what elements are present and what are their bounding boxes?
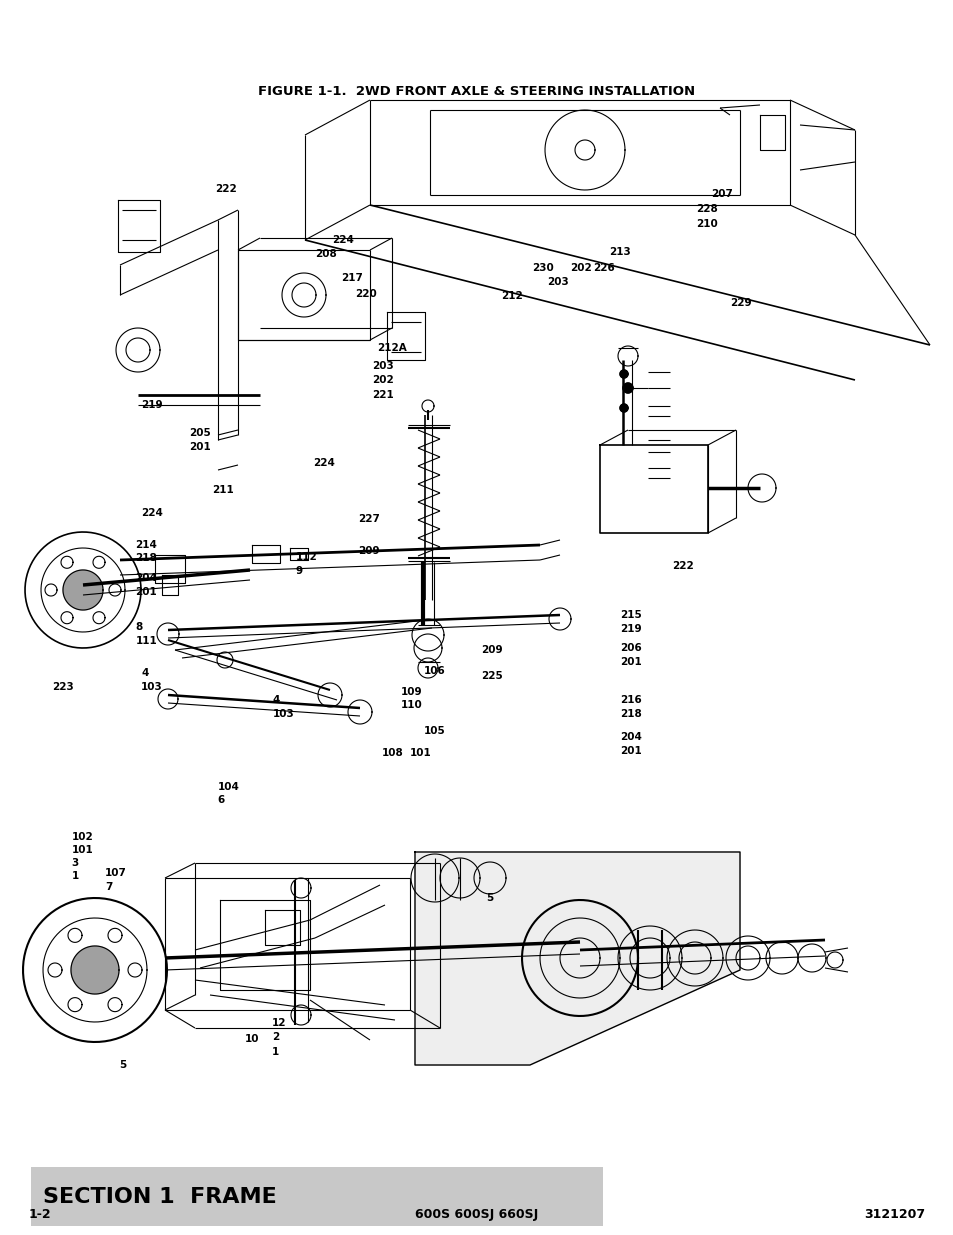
Text: 201: 201 <box>189 442 211 452</box>
Text: 222: 222 <box>214 184 236 194</box>
Text: 216: 216 <box>619 695 641 705</box>
Text: 211: 211 <box>212 485 233 495</box>
Text: 5: 5 <box>486 893 494 903</box>
Text: 201: 201 <box>135 587 157 597</box>
Text: 201: 201 <box>619 657 641 667</box>
Text: 204: 204 <box>135 573 157 583</box>
Text: 203: 203 <box>372 361 394 370</box>
Text: 6: 6 <box>217 795 225 805</box>
Text: 3: 3 <box>71 858 79 868</box>
Polygon shape <box>63 571 103 610</box>
Text: 224: 224 <box>141 508 163 517</box>
Text: 213: 213 <box>608 247 630 257</box>
Text: 3121207: 3121207 <box>863 1208 924 1220</box>
Text: 101: 101 <box>71 845 93 855</box>
Text: 5: 5 <box>119 1060 127 1070</box>
Text: 224: 224 <box>332 235 354 245</box>
Text: 2: 2 <box>272 1032 279 1042</box>
Text: 209: 209 <box>480 645 502 655</box>
Text: 111: 111 <box>135 636 157 646</box>
Bar <box>30 1167 602 1226</box>
Text: 222: 222 <box>672 561 694 571</box>
Text: 106: 106 <box>423 666 445 676</box>
Text: 214: 214 <box>135 540 157 550</box>
Text: 215: 215 <box>619 610 641 620</box>
Text: 101: 101 <box>410 748 432 758</box>
Text: 201: 201 <box>619 746 641 756</box>
Text: 212A: 212A <box>376 343 406 353</box>
Text: FIGURE 1-1.  2WD FRONT AXLE & STEERING INSTALLATION: FIGURE 1-1. 2WD FRONT AXLE & STEERING IN… <box>258 85 695 98</box>
Text: 1-2: 1-2 <box>29 1208 51 1220</box>
Text: 4: 4 <box>141 668 149 678</box>
Text: 227: 227 <box>357 514 379 524</box>
Text: 229: 229 <box>729 298 751 308</box>
Text: 109: 109 <box>400 687 422 697</box>
Text: 224: 224 <box>313 458 335 468</box>
Polygon shape <box>575 140 595 161</box>
Polygon shape <box>622 383 633 393</box>
Text: 205: 205 <box>189 429 211 438</box>
Text: 219: 219 <box>141 400 163 410</box>
Text: 12: 12 <box>272 1018 286 1028</box>
Text: 218: 218 <box>619 709 641 719</box>
Text: 1: 1 <box>272 1047 279 1057</box>
Text: 207: 207 <box>710 189 732 199</box>
Text: 202: 202 <box>570 263 592 273</box>
Text: 103: 103 <box>273 709 294 719</box>
Text: 102: 102 <box>71 832 93 842</box>
Polygon shape <box>71 946 119 994</box>
Text: 219: 219 <box>619 624 641 634</box>
Text: 228: 228 <box>696 204 718 214</box>
Text: 4: 4 <box>273 695 280 705</box>
Text: 9: 9 <box>295 566 302 576</box>
Text: 105: 105 <box>423 726 445 736</box>
Text: 226: 226 <box>593 263 615 273</box>
Text: 108: 108 <box>381 748 403 758</box>
Text: 10: 10 <box>245 1034 259 1044</box>
Text: 208: 208 <box>314 249 336 259</box>
Text: 103: 103 <box>141 682 163 692</box>
Text: 212: 212 <box>500 291 522 301</box>
Polygon shape <box>415 852 740 1065</box>
Polygon shape <box>619 404 627 412</box>
Text: 209: 209 <box>357 546 379 556</box>
Text: 204: 204 <box>619 732 641 742</box>
Text: 104: 104 <box>217 782 239 792</box>
Polygon shape <box>619 370 627 378</box>
Text: 110: 110 <box>400 700 422 710</box>
Text: 7: 7 <box>105 882 112 892</box>
Text: 112: 112 <box>295 552 317 562</box>
Text: 202: 202 <box>372 375 394 385</box>
Text: 217: 217 <box>341 273 363 283</box>
Text: 1: 1 <box>71 871 79 881</box>
Text: 225: 225 <box>480 671 502 680</box>
Text: 203: 203 <box>547 277 569 287</box>
Text: 600S 600SJ 660SJ: 600S 600SJ 660SJ <box>415 1208 538 1220</box>
Text: 206: 206 <box>619 643 641 653</box>
Text: SECTION 1  FRAME: SECTION 1 FRAME <box>43 1187 276 1207</box>
Text: 221: 221 <box>372 390 394 400</box>
Text: 8: 8 <box>135 622 143 632</box>
Text: 218: 218 <box>135 553 157 563</box>
Text: 210: 210 <box>696 219 718 228</box>
Text: 107: 107 <box>105 868 127 878</box>
Text: 220: 220 <box>355 289 376 299</box>
Text: 223: 223 <box>52 682 74 692</box>
Text: 230: 230 <box>532 263 554 273</box>
